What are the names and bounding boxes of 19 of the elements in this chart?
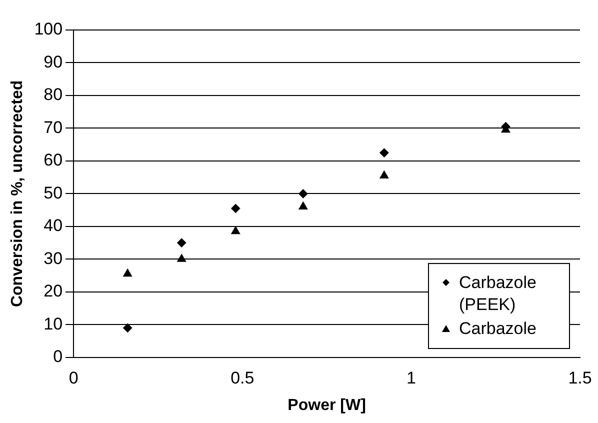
y-tick-label: 50	[44, 183, 63, 202]
legend-label: Carbazole	[459, 318, 538, 340]
x-tick-label: 0	[68, 368, 78, 388]
x-tick-label: 0.5	[230, 368, 254, 388]
y-tick-label: 100	[34, 20, 63, 39]
x-tick-label: 1	[406, 368, 416, 388]
y-tick-label: 60	[44, 150, 63, 170]
y-tick-label: 80	[44, 85, 63, 104]
y-tick-label: 20	[44, 282, 63, 301]
y-tick-label: 30	[44, 248, 63, 268]
y-tick-label: 0	[53, 347, 63, 366]
y-tick-label: 10	[44, 314, 63, 334]
y-tick-label: 70	[44, 118, 63, 137]
y-axis-title: Conversion in %, uncorrected	[9, 80, 26, 308]
legend-label: Carbazole (PEEK)	[459, 272, 538, 316]
y-tick-label: 40	[44, 216, 63, 236]
x-axis-title: Power [W]	[288, 396, 366, 414]
y-tick-label: 90	[44, 52, 63, 72]
x-tick-label: 1.5	[568, 368, 592, 388]
